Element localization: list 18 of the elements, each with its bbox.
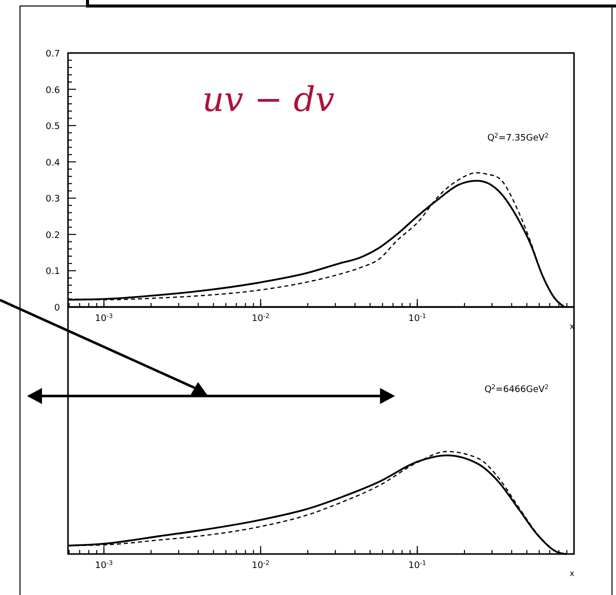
text: uv − dv — [202, 80, 334, 120]
x-axis-title: x — [570, 569, 575, 578]
y-tick-label: 0.7 — [46, 50, 60, 60]
x-tick-label: 10$^{-1}$ — [408, 312, 426, 324]
y-tick-label: 0 — [54, 304, 60, 314]
x-tick-label: 10$^{-2}$ — [252, 560, 270, 571]
y-tick-label: 0.6 — [46, 86, 60, 96]
y-tick-label: 0.1 — [46, 267, 60, 278]
annotation: Q$^{2}$=7.35GeV$^{2}$ — [487, 132, 549, 144]
x-tick-label: 10$^{-1}$ — [408, 560, 426, 571]
x-tick-label: 10$^{-2}$ — [252, 312, 270, 324]
x-tick-label: 10$^{-3}$ — [95, 560, 113, 571]
x-tick-label: 10$^{-3}$ — [95, 312, 113, 324]
y-tick-label: 0.2 — [46, 230, 60, 241]
y-tick-label: 0.3 — [46, 194, 60, 205]
text: Q$^{2}$=6466GeV$^{2}$ — [484, 384, 549, 396]
y-tick-label: 0.5 — [46, 122, 60, 132]
y-tick-label: 0.4 — [46, 158, 60, 168]
